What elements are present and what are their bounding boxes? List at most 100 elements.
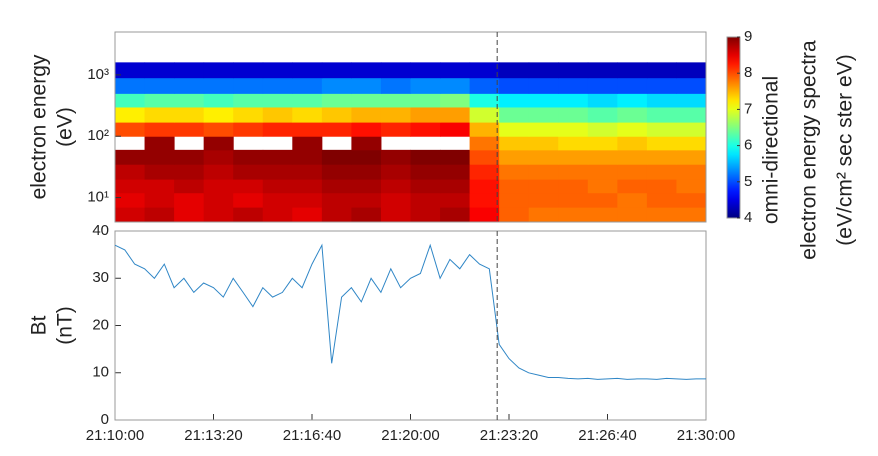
heat-cell: [528, 164, 559, 180]
heat-cell: [262, 106, 293, 123]
heat-cell: [528, 122, 559, 137]
heat-cell: [262, 77, 293, 94]
heat-cell: [174, 179, 205, 194]
heat-cell: [292, 93, 323, 108]
heat-cell: [144, 164, 175, 180]
heat-cell: [646, 77, 677, 94]
heat-cell: [174, 164, 205, 180]
colorbar-tick-label: 6: [744, 137, 752, 154]
heat-cell: [676, 207, 707, 223]
heat-cell: [174, 106, 205, 123]
heat-cell: [499, 207, 530, 223]
heat-cell: [292, 136, 323, 151]
heat-cell: [469, 62, 500, 79]
heat-cell: [558, 106, 589, 123]
heat-cell: [233, 164, 264, 180]
heat-cell: [115, 122, 146, 137]
heat-cell: [115, 93, 146, 108]
heat-cell: [410, 207, 441, 223]
heat-cell: [144, 93, 175, 108]
heat-cell: [499, 192, 530, 208]
heat-cell: [233, 122, 264, 137]
heat-cell: [469, 149, 500, 165]
y-axis-label: (nT): [54, 306, 77, 345]
x-tick-label: 21:23:20: [480, 427, 538, 444]
heat-cell: [321, 122, 352, 137]
colorbar-tick-label: 9: [744, 28, 752, 45]
heat-cell: [321, 106, 352, 123]
heat-cell: [469, 136, 500, 151]
heat-cell: [676, 192, 707, 208]
heat-cell: [440, 122, 471, 137]
heat-cell: [440, 149, 471, 165]
heat-cell: [528, 192, 559, 208]
y-axis-label: Bt: [28, 315, 51, 335]
heat-cell: [321, 62, 352, 79]
heat-cell: [292, 192, 323, 208]
heat-cell: [676, 136, 707, 151]
heat-cell: [144, 77, 175, 94]
heat-cell: [499, 62, 530, 79]
heat-cell: [646, 62, 677, 79]
heat-cell: [144, 149, 175, 165]
heat-cell: [321, 192, 352, 208]
colorbar-label: (eV/cm² sec ster eV): [834, 54, 857, 245]
heat-cell: [262, 179, 293, 194]
heat-cell: [233, 62, 264, 79]
heat-cell: [351, 93, 382, 108]
heat-cell: [646, 192, 677, 208]
heat-cell: [203, 164, 234, 180]
y-tick-label: 10¹: [87, 189, 109, 206]
heat-cell: [292, 122, 323, 137]
heat-cell: [174, 122, 205, 137]
heat-cell: [115, 62, 146, 79]
heat-cell: [617, 93, 648, 108]
heat-cell: [617, 207, 648, 223]
heat-cell: [203, 106, 234, 123]
heat-cell: [292, 179, 323, 194]
heat-cell: [233, 179, 264, 194]
heat-cell: [587, 93, 618, 108]
heat-cell: [499, 93, 530, 108]
heat-cell: [144, 207, 175, 223]
heat-cell: [351, 77, 382, 94]
heat-cell: [676, 77, 707, 94]
heat-cell: [144, 106, 175, 123]
heat-cell: [380, 122, 411, 137]
heat-cell: [587, 106, 618, 123]
heat-cell: [617, 106, 648, 123]
heat-cell: [115, 77, 146, 94]
heat-cell: [676, 122, 707, 137]
y-tick-label: 10: [92, 364, 109, 381]
heat-cell: [617, 179, 648, 194]
y-axis-label: (eV): [54, 107, 77, 147]
heat-cell: [321, 93, 352, 108]
heat-cell: [203, 93, 234, 108]
heat-cell: [233, 93, 264, 108]
heat-cell: [174, 192, 205, 208]
heat-cell: [292, 164, 323, 180]
heat-cell: [469, 77, 500, 94]
heat-cell: [646, 122, 677, 137]
heat-cell: [676, 164, 707, 180]
heat-cell: [174, 77, 205, 94]
heat-cell: [351, 179, 382, 194]
heat-cell: [587, 192, 618, 208]
heat-cell: [440, 62, 471, 79]
heat-cell: [351, 62, 382, 79]
heat-cell: [380, 207, 411, 223]
heat-cell: [558, 149, 589, 165]
heat-cell: [587, 149, 618, 165]
heat-cell: [321, 207, 352, 223]
heat-cell: [558, 62, 589, 79]
heat-cell: [115, 149, 146, 165]
heat-cell: [115, 179, 146, 194]
heat-cell: [144, 192, 175, 208]
heat-cell: [587, 164, 618, 180]
heat-cell: [440, 179, 471, 194]
heat-cell: [115, 164, 146, 180]
heat-cell: [676, 179, 707, 194]
heat-cell: [469, 93, 500, 108]
heat-cell: [617, 77, 648, 94]
colorbar-tick-label: 7: [744, 100, 752, 117]
